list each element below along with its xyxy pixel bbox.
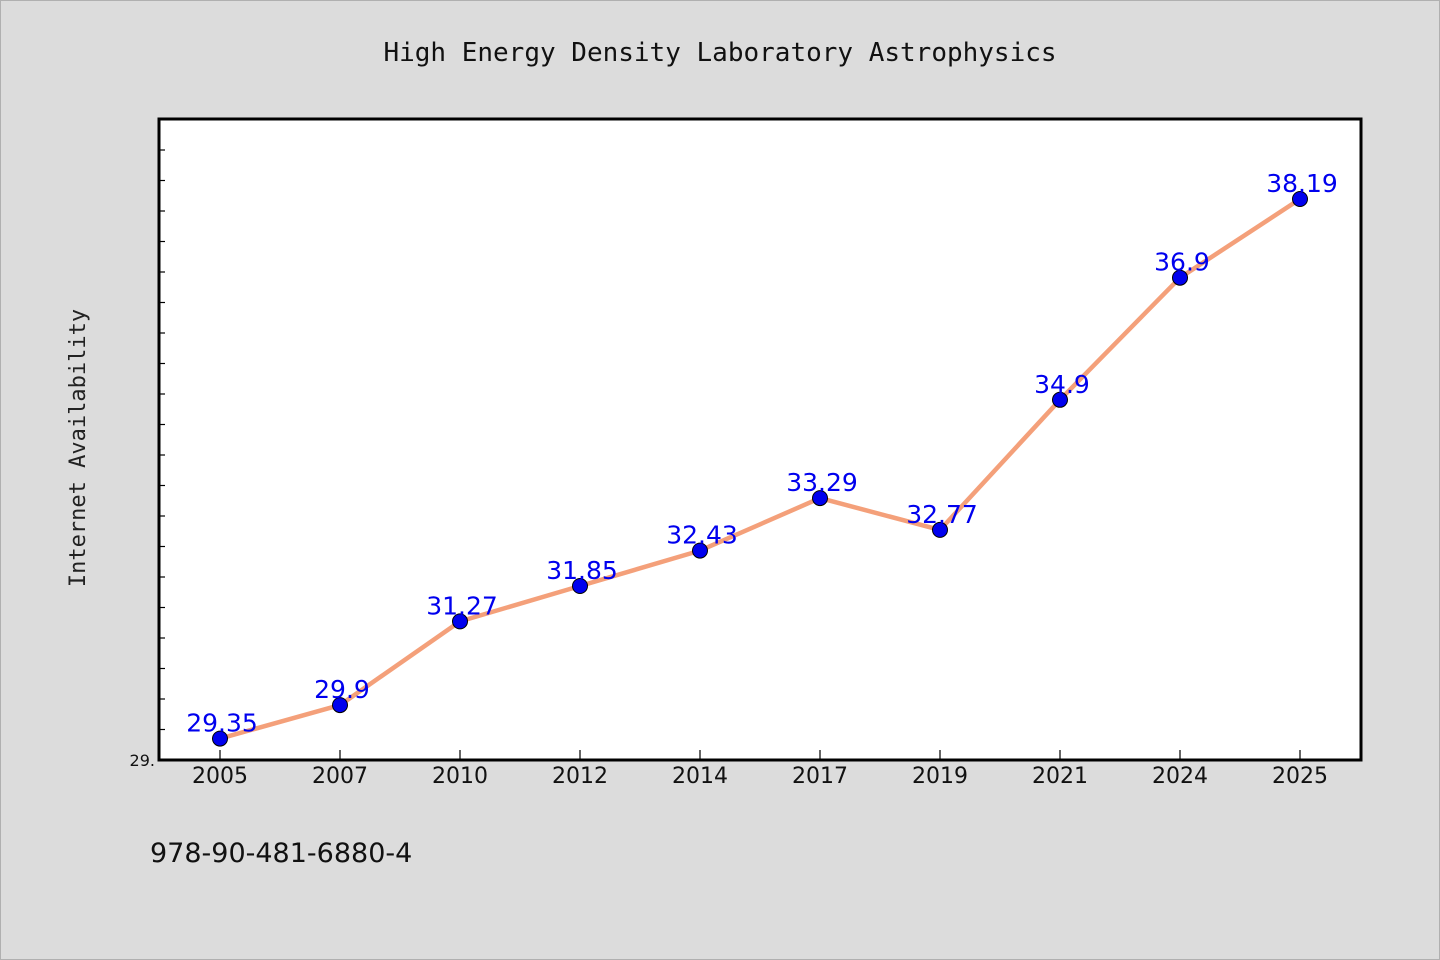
y-tick-label: 29. xyxy=(130,751,155,770)
data-label: 32.43 xyxy=(666,521,738,550)
data-label: 34.9 xyxy=(1034,370,1090,399)
series-line xyxy=(217,196,1303,741)
data-label: 32.77 xyxy=(906,500,978,529)
data-point xyxy=(1172,269,1188,286)
y-axis-label: Internet Availability xyxy=(66,309,91,587)
x-tick-label: 2019 xyxy=(912,764,968,789)
x-axis-tick-labels: 2005 2007 2010 2012 2014 2017 2019 2021 2024 2025 xyxy=(192,764,1328,789)
data-point xyxy=(452,613,468,630)
data-label: 36.9 xyxy=(1154,248,1210,277)
data-label: 29.35 xyxy=(186,709,258,738)
data-point xyxy=(572,578,588,594)
x-tick-label: 2017 xyxy=(792,764,848,789)
series-layer: 29.35 29.9 31.27 31.85 32.43 33.29 32.77 34.9 36… xyxy=(186,169,1338,747)
data-label: 33.29 xyxy=(786,468,858,497)
isbn-footer: 978-90-481-6880-4 xyxy=(150,838,412,869)
data-label: 38.19 xyxy=(1266,169,1338,198)
chart-title: High Energy Density Laboratory Astrophys… xyxy=(383,38,1056,68)
data-label: 29.9 xyxy=(314,675,370,704)
x-tick-label: 2014 xyxy=(672,764,728,789)
data-label: 31.27 xyxy=(426,591,498,620)
plot-area xyxy=(159,119,1361,760)
data-point xyxy=(932,521,948,538)
data-point xyxy=(692,542,708,559)
data-point xyxy=(1292,191,1308,207)
x-tick-label: 2021 xyxy=(1032,764,1088,789)
x-axis-ticks xyxy=(219,750,1301,760)
data-point xyxy=(812,490,828,507)
x-tick-label: 2010 xyxy=(432,764,488,789)
data-label: 31.85 xyxy=(546,556,618,585)
data-point xyxy=(1052,391,1068,408)
x-tick-label: 2007 xyxy=(312,764,368,789)
data-point xyxy=(212,730,228,747)
x-tick-label: 2025 xyxy=(1272,764,1328,789)
x-tick-label: 2024 xyxy=(1152,764,1208,789)
x-tick-label: 2005 xyxy=(192,764,248,789)
x-tick-label: 2012 xyxy=(552,764,608,789)
plot-border xyxy=(157,117,1363,762)
data-point xyxy=(332,697,348,714)
